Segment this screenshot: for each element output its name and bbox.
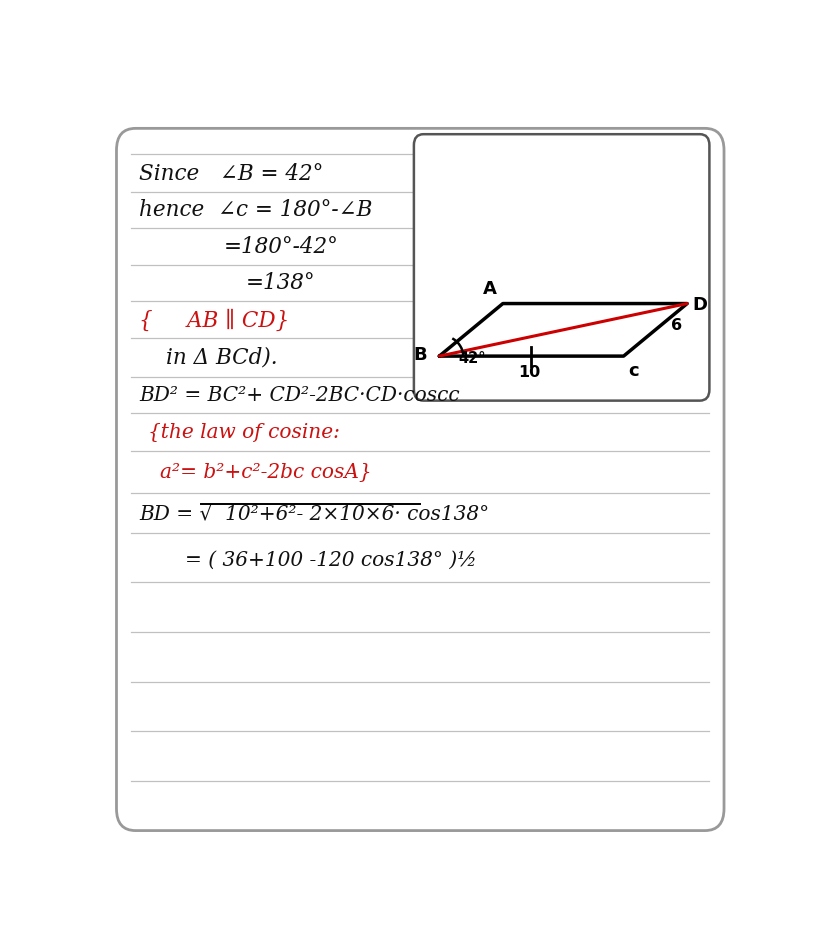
Text: 10: 10 — [518, 365, 540, 380]
Text: = ( 36+100 -120 cos138° )½: = ( 36+100 -120 cos138° )½ — [185, 551, 477, 570]
Text: hence  ∠c = 180°-∠B: hence ∠c = 180°-∠B — [139, 199, 373, 221]
Text: =180°-42°: =180°-42° — [223, 236, 337, 258]
Text: BD = √  10²+6²- 2×10×6· cos138°: BD = √ 10²+6²- 2×10×6· cos138° — [139, 504, 489, 523]
Text: 6: 6 — [671, 318, 681, 333]
Text: Since   ∠B = 42°: Since ∠B = 42° — [139, 163, 324, 185]
Text: in Δ BCd).: in Δ BCd). — [165, 347, 278, 369]
Text: =138°: =138° — [245, 272, 314, 294]
Text: D: D — [691, 296, 706, 314]
FancyBboxPatch shape — [116, 128, 723, 830]
FancyBboxPatch shape — [414, 135, 708, 401]
Text: 42°: 42° — [458, 351, 486, 366]
Text: a²= b²+c²-2bc cosA}: a²= b²+c²-2bc cosA} — [160, 463, 371, 482]
Text: A: A — [482, 280, 496, 298]
Text: {     AB ∥ CD}: { AB ∥ CD} — [139, 310, 289, 332]
Text: c: c — [628, 362, 639, 380]
Text: BD² = BC²+ CD²-2BC·CD·coscc: BD² = BC²+ CD²-2BC·CD·coscc — [139, 386, 459, 405]
Text: {the law of cosine:: {the law of cosine: — [148, 423, 340, 442]
Text: B: B — [413, 346, 426, 364]
